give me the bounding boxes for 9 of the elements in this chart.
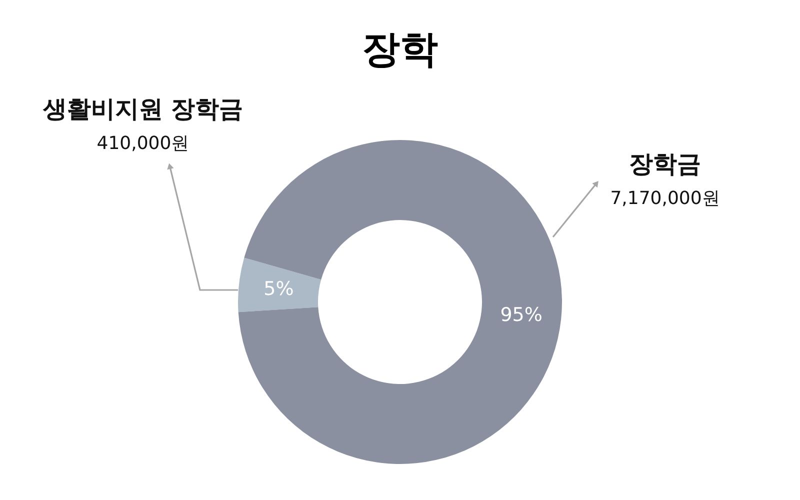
data-label: 7,170,000원 [610,188,720,209]
text: 95% [500,304,542,326]
donut-slice [238,140,562,464]
data-label: 410,000원 [96,133,190,154]
slice-label: 장학금 [629,150,701,178]
chart-title: 장학 [362,27,438,71]
donut-slice [238,258,322,312]
slice-label: 생활비지원 장학금 [42,95,244,123]
text: 5% [264,278,294,300]
